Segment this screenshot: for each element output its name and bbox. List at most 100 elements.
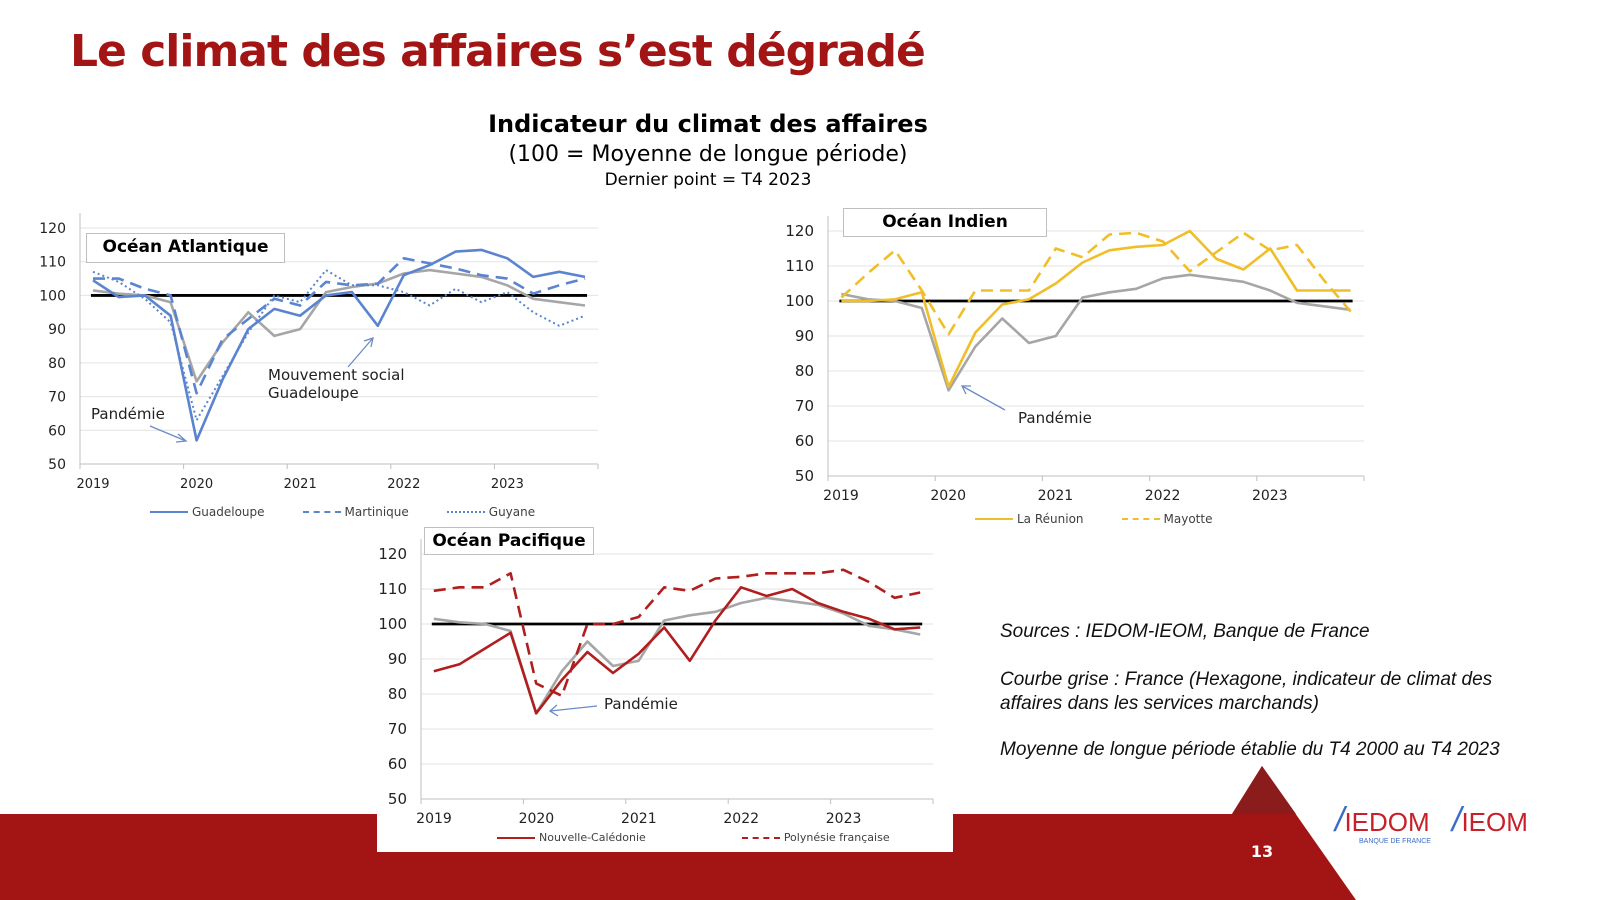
legend-item-nouvelle-caledonie: Nouvelle-Calédonie <box>497 831 646 844</box>
annotation-line-1: Mouvement social <box>268 366 405 384</box>
legend-label: Mayotte <box>1163 512 1213 526</box>
chart-subtitle: (100 = Moyenne de longue période) <box>508 142 908 167</box>
y-tick-label: 60 <box>795 432 814 450</box>
y-tick-label: 50 <box>48 457 66 473</box>
y-tick-label: 80 <box>795 362 814 380</box>
y-tick-label: 90 <box>795 327 814 345</box>
slide-title: Le climat des affaires s’est dégradé <box>70 26 926 77</box>
legend-label: Guyane <box>488 505 536 519</box>
y-tick-label: 70 <box>795 397 814 415</box>
chart-title: Indicateur du climat des affaires <box>488 110 928 138</box>
x-tick-label: 2020 <box>930 488 966 504</box>
x-tick-label: 2022 <box>1145 488 1181 504</box>
legend-swatch <box>446 511 485 513</box>
series-line-france <box>841 273 1351 392</box>
grey-curve-note-1: Courbe grise : France (Hexagone, indicat… <box>1000 669 1493 690</box>
x-tick-label: 2021 <box>1038 488 1074 504</box>
y-tick-label: 120 <box>378 545 407 563</box>
y-tick-label: 70 <box>48 390 66 406</box>
arrow-icon <box>347 337 374 368</box>
y-tick-label: 90 <box>48 322 66 338</box>
series-line-martinique <box>93 256 586 395</box>
y-tick-label: 80 <box>48 356 66 372</box>
legend-item-guyane: Guyane <box>446 505 536 519</box>
annotation-pandemie-atlantic: Pandémie <box>91 405 165 423</box>
x-tick-label: 2023 <box>826 811 862 827</box>
x-tick-label: 2022 <box>387 477 420 492</box>
last-point-note: Dernier point = T4 2023 <box>604 170 812 190</box>
average-note: Moyenne de longue période établie du T4 … <box>1000 739 1500 760</box>
series-line-la-r-union <box>841 229 1351 389</box>
legend-atlantic: Guadeloupe Martinique Guyane <box>150 505 573 519</box>
legend-swatch <box>302 511 341 513</box>
series-line-mayotte <box>840 231 1352 336</box>
series-line-guadeloupe <box>92 248 586 442</box>
annotation-pandemie-pacific: Pandémie <box>604 695 678 713</box>
x-tick-label: 2023 <box>491 477 524 492</box>
arrow-icon <box>149 425 188 443</box>
legend-item-mayotte: Mayotte <box>1121 512 1213 526</box>
annotation-line-2: Guadeloupe <box>268 384 359 402</box>
legend-swatch <box>497 836 535 839</box>
legend-swatch <box>741 836 780 839</box>
legend-swatch <box>975 518 1013 520</box>
legend-label: La Réunion <box>1017 512 1084 526</box>
x-tick-label: 2019 <box>76 477 109 492</box>
x-tick-label: 2019 <box>416 811 452 827</box>
series-line-polyn-sie-fran-aise <box>433 568 921 698</box>
sources-note: Sources : IEDOM-IEOM, Banque de France <box>1000 621 1370 642</box>
logo-text: IEDOM <box>1344 807 1430 837</box>
legend-label: Guadeloupe <box>192 505 265 519</box>
series-line-guyane <box>92 269 586 422</box>
region-label-pacific: Océan Pacifique <box>424 527 594 555</box>
arrow-icon <box>960 385 1006 411</box>
y-tick-label: 120 <box>39 221 66 237</box>
annotation-mouvement-social: Mouvement social Guadeloupe <box>268 366 405 402</box>
page-number: 13 <box>1250 842 1274 861</box>
y-tick-label: 100 <box>39 288 66 304</box>
y-tick-label: 100 <box>785 292 814 310</box>
logo-mark-icon: / <box>1452 801 1462 839</box>
y-tick-label: 100 <box>378 615 407 633</box>
legend-label: Martinique <box>344 505 409 519</box>
y-tick-label: 50 <box>795 467 814 485</box>
legend-label: Polynésie française <box>783 831 890 844</box>
region-label-indian: Océan Indien <box>843 208 1047 237</box>
ieom-logo: /IEOM <box>1452 803 1528 837</box>
logo-mark-icon: / <box>1335 801 1345 839</box>
legend-label: Nouvelle-Calédonie <box>539 831 646 844</box>
legend-item-polynesie: Polynésie française <box>741 831 890 844</box>
arrow-icon <box>548 704 598 717</box>
y-tick-label: 110 <box>785 257 814 275</box>
iedom-logo: /IEDOM BANQUE DE FRANCE <box>1335 803 1431 846</box>
footer-triangle-top <box>1232 766 1296 814</box>
pacific-chart-background <box>377 528 953 852</box>
y-tick-label: 110 <box>378 580 407 598</box>
legend-pacific: Nouvelle-Calédonie Polynésie française <box>497 831 928 844</box>
logo-text: IEOM <box>1461 807 1528 837</box>
legend-swatch <box>1121 518 1160 520</box>
legend-item-guadeloupe: Guadeloupe <box>150 505 265 519</box>
y-tick-label: 120 <box>785 222 814 240</box>
annotation-pandemie-indian: Pandémie <box>1018 409 1092 427</box>
x-tick-label: 2023 <box>1252 488 1288 504</box>
x-tick-label: 2021 <box>621 811 657 827</box>
legend-swatch <box>150 511 188 513</box>
x-tick-label: 2020 <box>180 477 213 492</box>
region-label-atlantic: Océan Atlantique <box>86 233 285 263</box>
y-tick-label: 80 <box>388 685 407 703</box>
y-tick-label: 70 <box>388 720 407 738</box>
y-tick-label: 110 <box>39 255 66 271</box>
y-tick-label: 60 <box>48 423 66 439</box>
y-tick-label: 50 <box>388 790 407 808</box>
x-tick-label: 2021 <box>284 477 317 492</box>
x-tick-label: 2022 <box>723 811 759 827</box>
logo-subtext: BANQUE DE FRANCE <box>1359 838 1431 845</box>
legend-item-la-reunion: La Réunion <box>975 512 1084 526</box>
y-tick-label: 60 <box>388 755 407 773</box>
legend-item-martinique: Martinique <box>302 505 409 519</box>
